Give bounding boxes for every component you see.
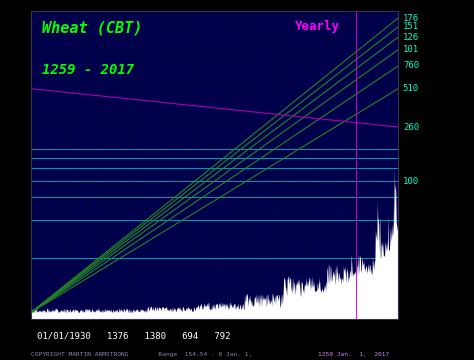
- Text: Wheat (CBT): Wheat (CBT): [42, 20, 142, 35]
- Text: 1259 - 2017: 1259 - 2017: [42, 63, 134, 77]
- Text: COPYRIGHT MARTIN ARMSTRONG        Range  154.54 - 0 Jan. 1,: COPYRIGHT MARTIN ARMSTRONG Range 154.54 …: [31, 352, 252, 357]
- Text: 510: 510: [403, 84, 419, 93]
- Text: 176: 176: [403, 14, 419, 23]
- Text: 126: 126: [403, 33, 419, 42]
- Text: 101: 101: [403, 45, 419, 54]
- Text: 01/01/1930   1376   1380   694   792: 01/01/1930 1376 1380 694 792: [37, 331, 231, 340]
- Text: 1259 Jan.  1,  2017: 1259 Jan. 1, 2017: [318, 352, 389, 357]
- Text: 760: 760: [403, 62, 419, 71]
- Text: Yearly: Yearly: [295, 20, 340, 33]
- Text: 151: 151: [403, 22, 419, 31]
- Text: 100: 100: [403, 177, 419, 186]
- Text: 260: 260: [403, 122, 419, 131]
